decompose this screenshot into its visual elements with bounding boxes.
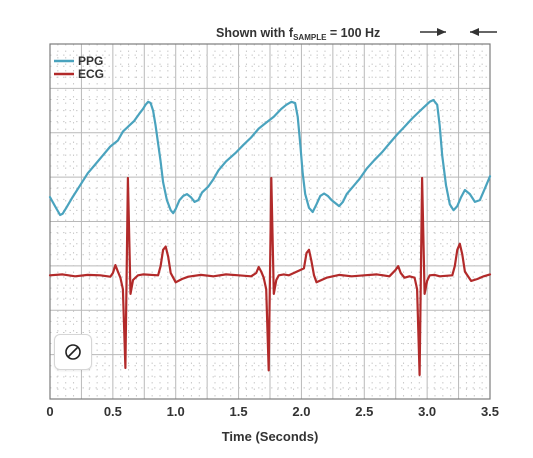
plot-frame — [49, 43, 491, 400]
legend-label-ecg: ECG — [78, 67, 104, 81]
x-tick-labels: 0 0.5 1.0 1.5 2.0 2.5 3.0 3.5 — [46, 404, 499, 419]
sample-rate-note: Shown with fSAMPLE = 100 Hz — [216, 26, 380, 42]
x-tick-label: 3.5 — [481, 404, 499, 419]
x-tick-label: 1.0 — [167, 404, 185, 419]
x-axis-label: Time (Seconds) — [222, 429, 319, 444]
series-layer — [48, 98, 492, 377]
sample-rate-note-subscript: SAMPLE — [293, 33, 327, 42]
x-tick-label: 1.5 — [230, 404, 248, 419]
x-tick-label: 2.5 — [355, 404, 373, 419]
sample-rate-annotation: Shown with fSAMPLE = 100 Hz — [216, 26, 497, 42]
series-line-ppg — [48, 98, 492, 217]
arrow-right-head-icon — [437, 28, 446, 36]
x-tick-label: 0.5 — [104, 404, 122, 419]
legend-label-ppg: PPG — [78, 54, 103, 68]
arrow-left-head-icon — [470, 28, 479, 36]
x-tick-label: 2.0 — [292, 404, 310, 419]
prohibited-icon — [65, 344, 81, 360]
sample-rate-note-prefix: Shown with f — [216, 26, 294, 40]
x-tick-label: 0 — [46, 404, 53, 419]
x-tick-label: 3.0 — [418, 404, 436, 419]
disable-button[interactable] — [54, 334, 92, 370]
series-line-ecg — [48, 176, 492, 377]
legend: PPG ECG — [54, 54, 104, 81]
sample-rate-note-suffix: = 100 Hz — [326, 26, 380, 40]
